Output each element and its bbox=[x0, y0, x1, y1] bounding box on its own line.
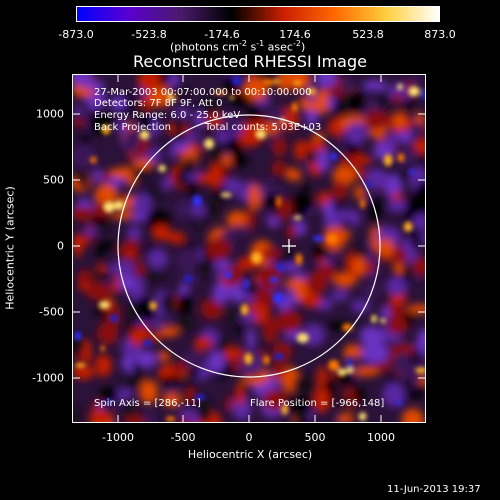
flare-position-text: Flare Position = [-966,148] bbox=[250, 398, 385, 409]
axis-ticks bbox=[72, 74, 426, 423]
solar-limb-circle bbox=[117, 114, 381, 378]
y-tick-label: 1000 bbox=[36, 107, 64, 121]
colorbar bbox=[76, 6, 440, 22]
timestamp: 11-Jun-2013 19:37 bbox=[387, 484, 481, 495]
y-tick-label: 500 bbox=[43, 173, 64, 187]
y-tick-label: -500 bbox=[39, 305, 64, 319]
energy-range-text: Energy Range: 6.0 - 25.0 keV bbox=[94, 110, 241, 121]
x-tick-label: -1000 bbox=[102, 431, 134, 444]
colorbar-tick-label: 174.6 bbox=[279, 28, 311, 41]
heatmap-canvas bbox=[73, 75, 425, 422]
colorbar-tick-label: 873.0 bbox=[424, 28, 456, 41]
x-tick-label: 0 bbox=[245, 431, 253, 444]
rhessi-image bbox=[72, 74, 426, 423]
plot-title: Reconstructed RHESSI Image bbox=[133, 52, 367, 71]
spin-axis-cross-icon bbox=[282, 239, 296, 253]
colorbar-tick-label: -523.8 bbox=[131, 28, 167, 41]
method-text: Back Projection bbox=[94, 122, 171, 133]
total-counts-text: Total counts: 5.03E+03 bbox=[205, 122, 322, 133]
x-tick-label: 500 bbox=[304, 431, 326, 444]
y-tick-label: 0 bbox=[57, 239, 64, 253]
x-axis-label: Heliocentric X (arcsec) bbox=[187, 448, 313, 461]
detectors-text: Detectors: 7F 8F 9F, Att 0 bbox=[94, 98, 223, 109]
x-tick-label: 1000 bbox=[367, 431, 395, 444]
time-range-text: 27-Mar-2003 00:07:00.000 to 00:10:00.000 bbox=[94, 87, 312, 98]
colorbar-unit-label: (photons cm-2 s-1 asec-2) bbox=[170, 39, 306, 54]
y-axis-label: Heliocentric Y (arcsec) bbox=[3, 186, 17, 310]
colorbar-tick-label: -174.6 bbox=[204, 28, 240, 41]
colorbar-tick-label: 523.8 bbox=[352, 28, 384, 41]
x-tick-label: -500 bbox=[170, 431, 196, 444]
y-tick-label: -1000 bbox=[32, 371, 64, 385]
colorbar-tick-label: -873.0 bbox=[58, 28, 94, 41]
plot-overlay bbox=[72, 74, 426, 423]
spin-axis-text: Spin Axis = [286,-11] bbox=[94, 398, 201, 409]
